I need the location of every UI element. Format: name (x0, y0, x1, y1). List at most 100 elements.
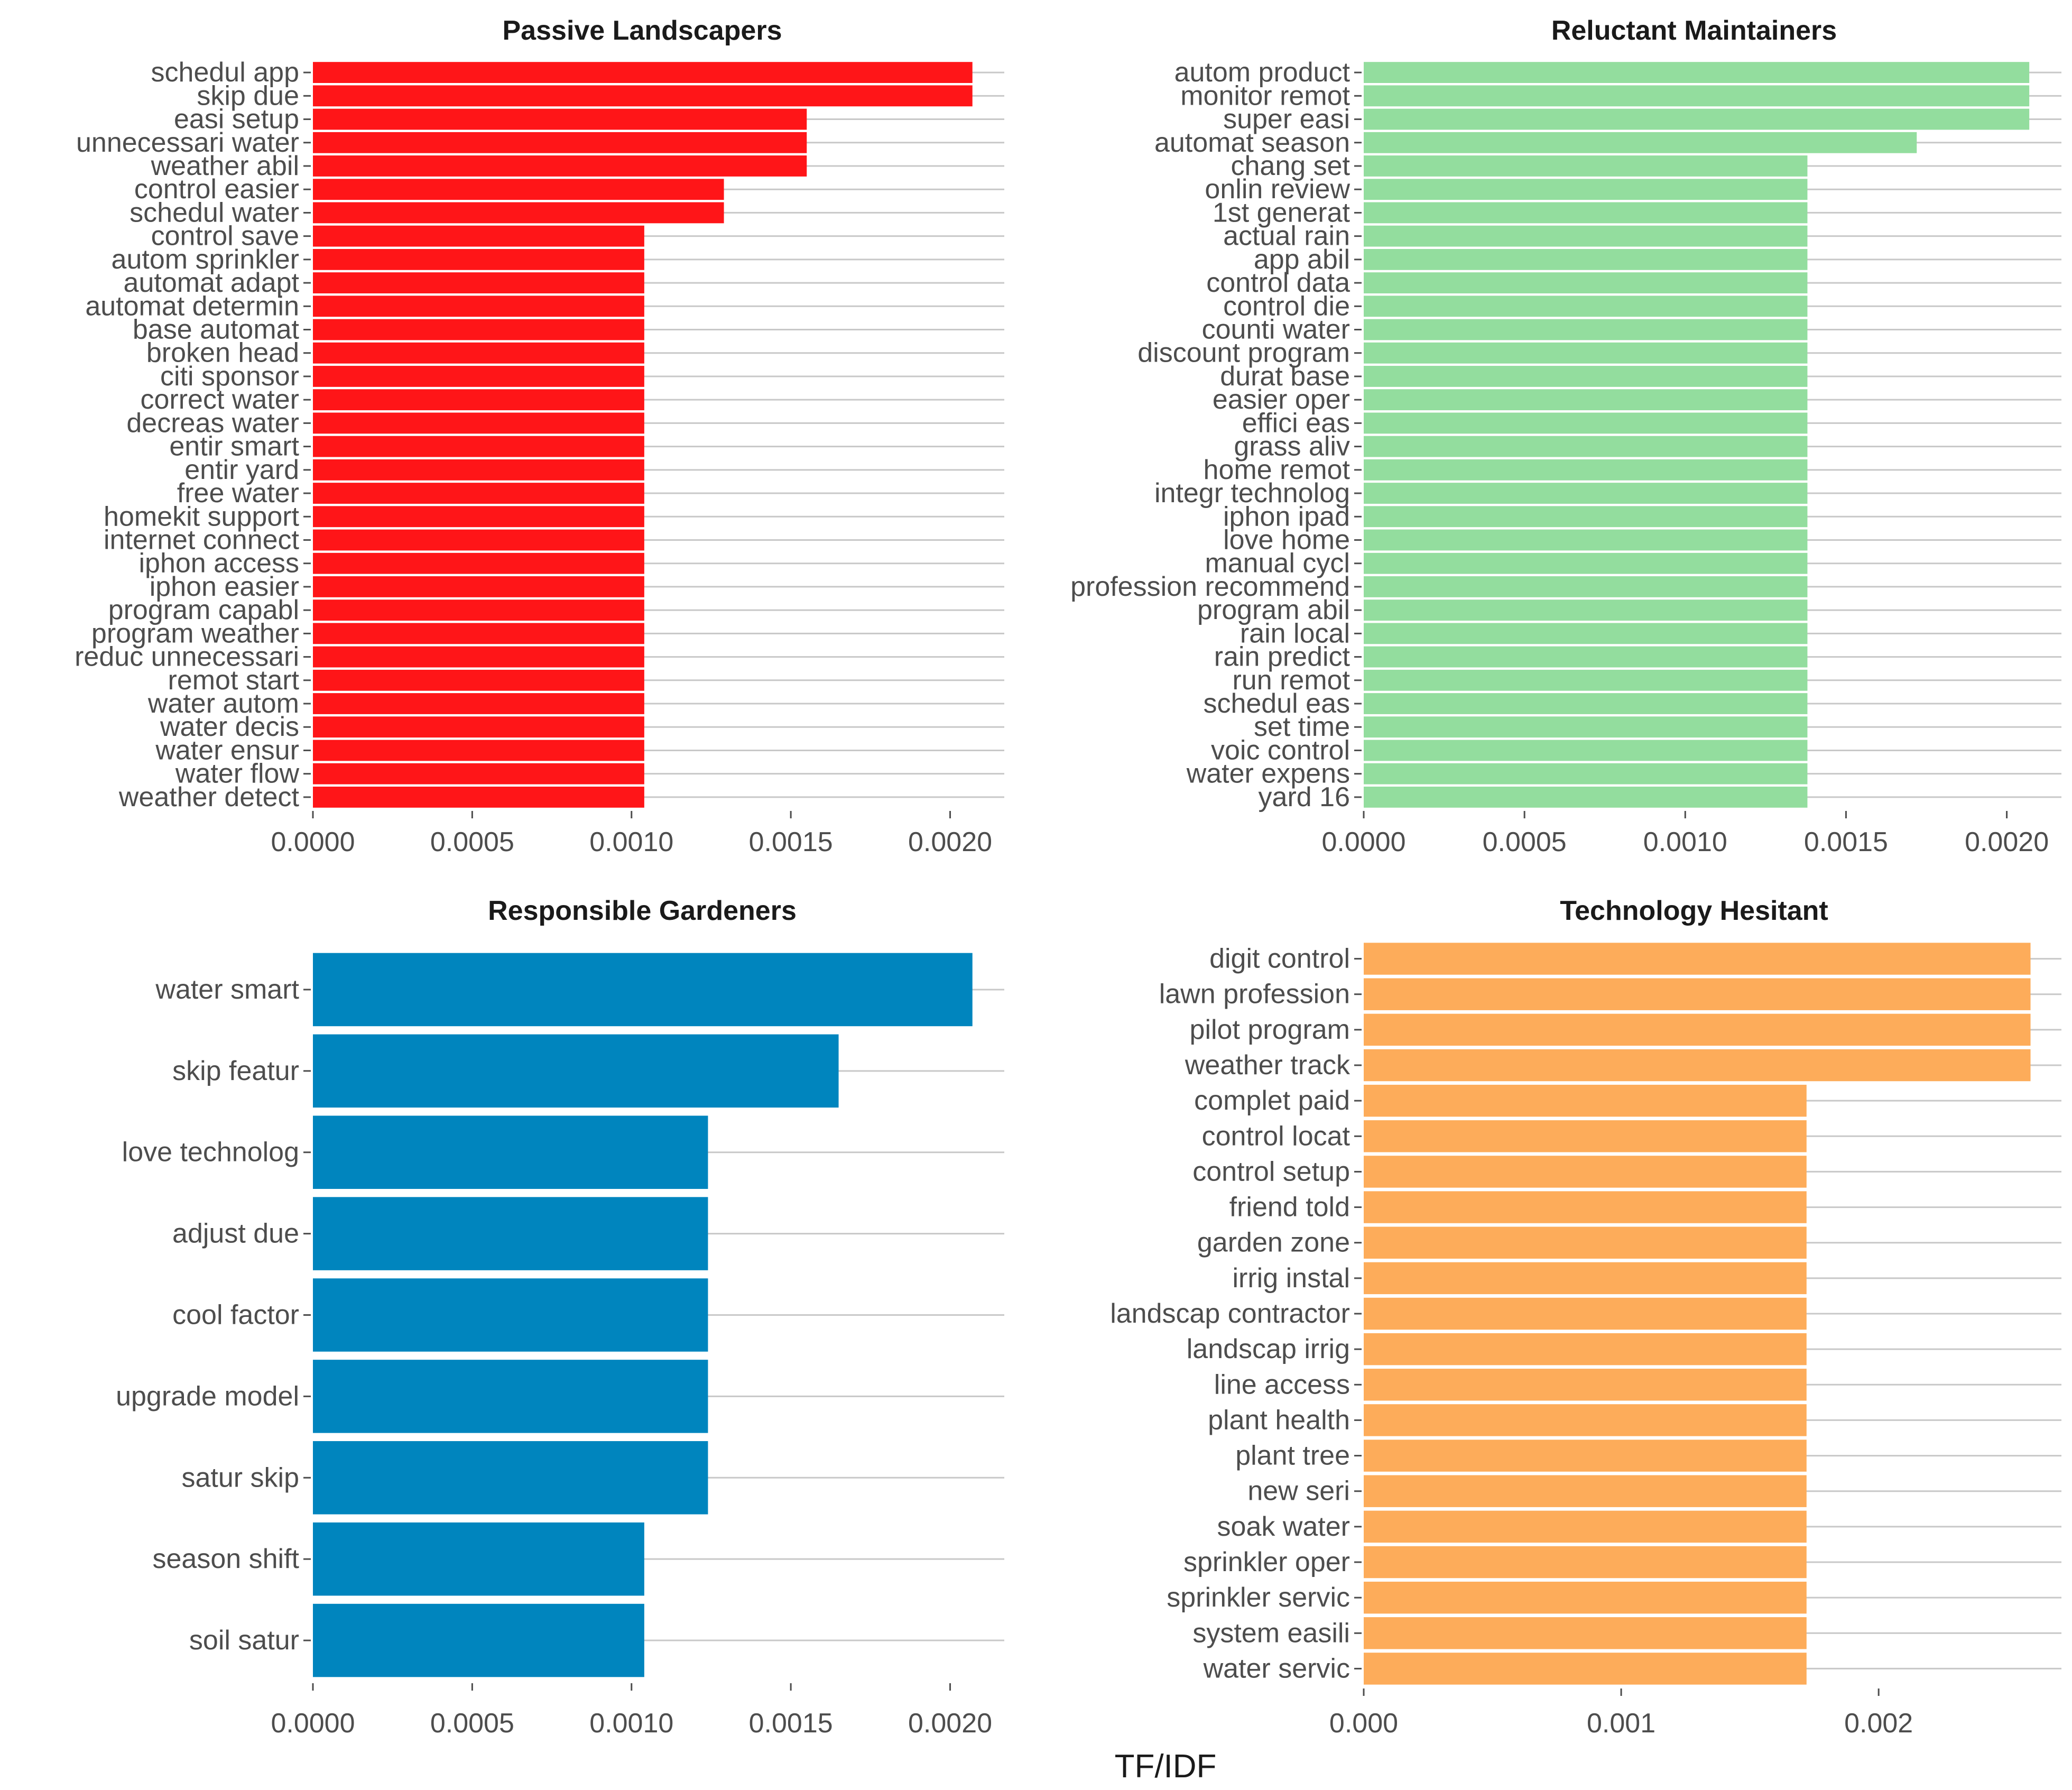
bar-weather-track (1364, 1049, 2031, 1082)
y-tick-label-irrig-instal: irrig instal (1233, 1263, 1350, 1294)
y-tick-label-schedul-eas: schedul eas (1203, 688, 1350, 719)
x-tick-label-0-0010: 0.0010 (589, 827, 673, 857)
bar-water-ensur (313, 740, 644, 761)
bar-grass-aliv (1364, 436, 1808, 457)
bar-1st-generat (1364, 202, 1808, 224)
bar-actual-rain (1364, 225, 1808, 247)
y-tick-label-manual-cycl: manual cycl (1205, 548, 1350, 579)
y-tick-label-weather-abil: weather abil (151, 151, 299, 181)
x-tick-label-0-002: 0.002 (1844, 1708, 1913, 1739)
bar-water-servic (1364, 1653, 1807, 1685)
bar-base-automat (313, 319, 644, 340)
bar-automat-adapt (313, 272, 644, 293)
bar-line-access (1364, 1369, 1807, 1401)
x-tick-label-0-0000: 0.0000 (271, 827, 355, 857)
bar-landscap-contractor (1364, 1297, 1807, 1330)
bar-effici-eas (1364, 412, 1808, 434)
y-tick-label-love-home: love home (1223, 524, 1350, 555)
x-tick-label-0-0005: 0.0005 (430, 827, 514, 857)
bar-water-decis (313, 716, 644, 738)
y-tick-label-control-save: control save (151, 221, 299, 252)
y-tick-label-skip-due: skip due (197, 80, 299, 111)
bar-profession-recommend (1364, 576, 1808, 597)
y-tick-label-autom-product: autom product (1174, 57, 1350, 88)
y-tick-label-plant-tree: plant tree (1235, 1441, 1350, 1471)
x-tick-label-0-0015: 0.0015 (1804, 827, 1888, 857)
panel-technology-hesitant: digit control lawn profession pilot progra… (1110, 896, 2061, 1739)
bar-lawn-profession (1364, 978, 2031, 1010)
y-tick-label-durat-base: durat base (1220, 361, 1350, 392)
bar-onlin-review (1364, 179, 1808, 200)
y-tick-label-effici-eas: effici eas (1242, 408, 1350, 438)
bar-set-time (1364, 716, 1808, 738)
bar-irrig-instal (1364, 1262, 1807, 1295)
y-tick-label-integr-technolog: integr technolog (1154, 478, 1350, 509)
bar-control-setup (1364, 1156, 1807, 1188)
x-tick-label-0-0005: 0.0005 (1483, 827, 1567, 857)
y-tick-label-adjust-due: adjust due (172, 1219, 299, 1249)
y-tick-label-program-abil: program abil (1197, 595, 1350, 625)
x-tick-label-0-0005: 0.0005 (430, 1708, 514, 1739)
bar-garden-zone (1364, 1226, 1807, 1259)
y-tick-label-rain-local: rain local (1240, 618, 1350, 649)
y-tick-label-correct-water: correct water (140, 384, 299, 415)
bar-durat-base (1364, 366, 1808, 387)
y-tick-label-weather-track: weather track (1185, 1050, 1350, 1081)
bar-pilot-program (1364, 1013, 2031, 1046)
bar-automat-season (1364, 132, 1917, 153)
bar-control-die (1364, 296, 1808, 317)
y-tick-label-control-setup: control setup (1192, 1156, 1350, 1187)
y-tick-label-cool-factor: cool factor (172, 1300, 299, 1331)
bar-control-data (1364, 272, 1808, 293)
y-tick-label-decreas-water: decreas water (126, 408, 299, 438)
bar-home-remot (1364, 459, 1808, 481)
y-tick-label-grass-aliv: grass aliv (1234, 431, 1350, 462)
y-tick-label-free-water: free water (177, 478, 299, 509)
y-tick-label-control-locat: control locat (1202, 1121, 1350, 1151)
y-tick-label-yard-16: yard 16 (1259, 782, 1350, 813)
y-tick-label-base-automat: base automat (133, 315, 300, 345)
bar-water-autom (313, 693, 644, 714)
y-tick-label-lawn-profession: lawn profession (1159, 979, 1350, 1010)
y-tick-label-water-ensur: water ensur (155, 735, 299, 765)
bar-counti-water (1364, 319, 1808, 340)
y-tick-label-entir-yard: entir yard (184, 455, 299, 485)
panel-title-reluctant-maintainers: Reluctant Maintainers (1551, 15, 1837, 46)
y-tick-label-1st-generat: 1st generat (1213, 197, 1350, 228)
y-tick-label-monitor-remot: monitor remot (1180, 80, 1350, 111)
y-tick-label-easi-setup: easi setup (174, 104, 299, 135)
bar-discount-program (1364, 342, 1808, 364)
y-tick-label-run-remot: run remot (1232, 665, 1350, 696)
x-tick-label-0-0020: 0.0020 (908, 1708, 992, 1739)
bar-soak-water (1364, 1510, 1807, 1543)
panel-title-responsible-gardeners: Responsible Gardeners (488, 896, 797, 926)
y-tick-label-water-smart: water smart (155, 974, 299, 1005)
bar-monitor-remot (1364, 85, 2030, 107)
bar-plant-tree (1364, 1440, 1807, 1472)
bar-iphon-access (313, 552, 644, 574)
bar-program-capabl (313, 599, 644, 621)
bar-app-abil (1364, 248, 1808, 270)
y-tick-label-line-access: line access (1214, 1369, 1350, 1400)
y-tick-label-discount-program: discount program (1137, 338, 1350, 368)
bar-program-weather (313, 623, 644, 644)
bar-run-remot (1364, 669, 1808, 691)
bar-complet-paid (1364, 1084, 1807, 1117)
bar-entir-yard (313, 459, 644, 481)
y-tick-label-new-seri: new seri (1247, 1476, 1350, 1507)
y-tick-label-schedul-app: schedul app (151, 57, 299, 88)
y-tick-label-program-weather: program weather (91, 618, 299, 649)
bar-unnecessari-water (313, 132, 807, 153)
y-tick-label-automat-adapt: automat adapt (124, 267, 300, 298)
y-tick-label-unnecessari-water: unnecessari water (76, 127, 299, 158)
y-tick-label-friend-told: friend told (1229, 1192, 1350, 1223)
y-tick-label-schedul-water: schedul water (130, 197, 299, 228)
bar-schedul-app (313, 62, 973, 84)
bar-voic-control (1364, 740, 1808, 761)
x-tick-label-0-0020: 0.0020 (1965, 827, 2049, 857)
bar-sprinkler-oper (1364, 1546, 1807, 1579)
bar-easier-oper (1364, 389, 1808, 411)
y-tick-label-water-autom: water autom (147, 688, 299, 719)
y-tick-label-water-servic: water servic (1203, 1653, 1350, 1684)
bar-free-water (313, 483, 644, 504)
